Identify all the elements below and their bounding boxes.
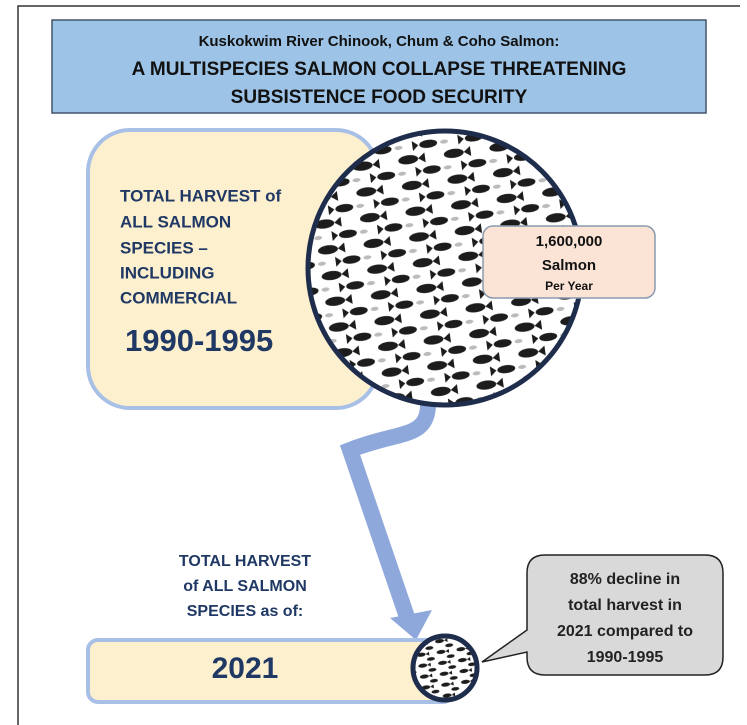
title-line: SUBSISTENCE FOOD SECURITY: [231, 87, 528, 108]
decline-text: 88% decline in: [570, 571, 680, 588]
rate: Per Year: [545, 279, 593, 293]
title-line: A MULTISPECIES SALMON COLLAPSE THREATENI…: [132, 59, 627, 80]
fish-circle-small: [410, 633, 480, 703]
arrow: [339, 399, 437, 623]
panel-label: SPECIES as of:: [187, 603, 303, 620]
panel-label: TOTAL HARVEST of: [120, 186, 282, 205]
amount-callout: [482, 225, 656, 299]
subtitle: Kuskokwim River Chinook, Chum & Coho Sal…: [199, 33, 560, 50]
amount: 1,600,000: [536, 233, 603, 250]
panel-label: of ALL SALMON: [183, 578, 307, 595]
decline-bubble: [481, 554, 724, 676]
title-box: [51, 19, 707, 114]
period: 1990-1995: [125, 323, 273, 358]
panel-label: ALL SALMON: [120, 212, 231, 231]
panel-label: TOTAL HARVEST: [179, 553, 311, 570]
panel-label: SPECIES –: [120, 238, 208, 257]
frame: [17, 5, 740, 725]
panel-label: COMMERCIAL: [120, 288, 237, 307]
decline-text: 1990-1995: [587, 649, 664, 666]
year: 2021: [212, 652, 279, 685]
unit: Salmon: [542, 257, 596, 274]
decline-text: total harvest in: [568, 597, 682, 614]
decline-text: 2021 compared to: [557, 623, 693, 640]
arrow-head: [390, 610, 432, 640]
panel-label: INCLUDING: [120, 263, 214, 282]
